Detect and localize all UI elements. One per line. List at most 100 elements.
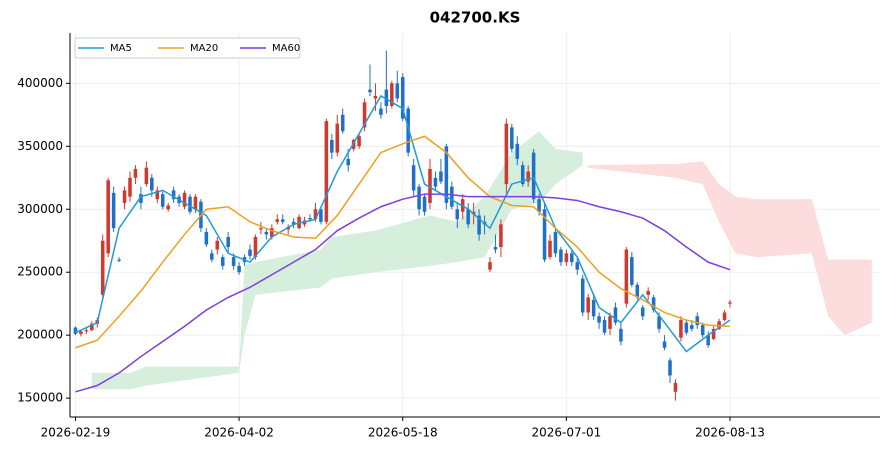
- candle-body: [679, 320, 683, 338]
- candle-body: [504, 123, 509, 185]
- candle-body: [280, 219, 285, 222]
- candle-body: [597, 316, 601, 323]
- x-tick-label: 2026-05-18: [368, 426, 438, 440]
- x-tick-label: 2026-02-19: [41, 426, 111, 440]
- candle-body: [231, 257, 236, 266]
- cloud: [91, 131, 583, 390]
- candle-body: [188, 196, 192, 212]
- candle-body: [144, 167, 149, 185]
- candle-body: [695, 316, 700, 326]
- candle-body: [264, 231, 269, 235]
- candle-body: [357, 136, 361, 147]
- candle-body: [520, 165, 525, 185]
- candle-body: [193, 196, 198, 210]
- candle-body: [553, 231, 558, 254]
- candle-body: [248, 249, 252, 256]
- candle-body: [444, 146, 449, 203]
- ma-line: [75, 193, 731, 393]
- candle-body: [226, 236, 230, 248]
- candle-body: [499, 224, 503, 248]
- candle-body: [111, 192, 116, 229]
- legend-label: MA5: [110, 43, 132, 54]
- candle-body: [117, 259, 121, 261]
- candle-body: [548, 240, 552, 258]
- candle-body: [591, 299, 596, 317]
- candle-body: [379, 108, 383, 115]
- candle-body: [406, 108, 410, 153]
- candle-body: [128, 177, 132, 197]
- candle-body: [139, 194, 143, 203]
- candle-body: [488, 262, 492, 270]
- candle-body: [330, 140, 334, 153]
- candle-body: [706, 335, 710, 346]
- candle-body: [477, 215, 481, 235]
- candle-body: [324, 121, 329, 222]
- candle-body: [308, 218, 312, 220]
- x-tick-label: 2026-04-02: [204, 426, 274, 440]
- candle-body: [575, 262, 580, 270]
- candle-body: [531, 152, 536, 200]
- candle-body: [210, 253, 214, 260]
- candle-body: [313, 209, 318, 220]
- candle-body: [400, 77, 405, 119]
- candle-body: [673, 383, 678, 392]
- candle-body: [79, 331, 83, 334]
- ma-line: [75, 94, 731, 353]
- candle-body: [73, 327, 78, 334]
- candle-body: [150, 177, 154, 191]
- candle-body: [537, 199, 541, 212]
- candle-body: [722, 312, 727, 321]
- candle-body: [635, 284, 640, 298]
- y-tick-label: 150000: [17, 391, 63, 405]
- candle-body: [237, 265, 241, 273]
- candle-body: [613, 307, 618, 323]
- candle-body: [690, 325, 694, 329]
- candle-body: [433, 177, 438, 187]
- candle-body: [395, 83, 400, 99]
- candle-body: [570, 253, 574, 263]
- candle-body: [651, 297, 656, 310]
- candle-body: [417, 186, 421, 210]
- candle-body: [411, 165, 416, 191]
- candle-body: [602, 320, 607, 333]
- candle-body: [515, 143, 520, 159]
- candle-body: [270, 228, 274, 237]
- candle-body: [215, 240, 220, 250]
- candle-body: [122, 190, 127, 203]
- candle-body: [384, 89, 389, 107]
- candle-body: [335, 123, 340, 153]
- candle-body: [390, 83, 394, 107]
- candle-body: [711, 328, 716, 339]
- candle-body: [422, 196, 427, 212]
- legend-box: [74, 37, 301, 59]
- candle-body: [133, 168, 138, 178]
- candle-body: [455, 209, 460, 220]
- candle-body: [373, 95, 378, 99]
- candle-body: [450, 186, 454, 207]
- candle-body: [319, 209, 323, 222]
- candle-body: [84, 330, 89, 332]
- candle-body: [362, 102, 367, 128]
- candle-body: [510, 127, 514, 149]
- candle-body: [368, 89, 372, 93]
- candle-body: [291, 221, 296, 225]
- candle-body: [166, 205, 170, 210]
- candle-body: [346, 158, 350, 166]
- candle-body: [253, 236, 258, 258]
- candle-body: [275, 219, 280, 222]
- candle-body: [657, 316, 661, 329]
- candle-body: [182, 192, 187, 207]
- y-tick-label: 400000: [17, 76, 63, 90]
- candle-body: [204, 231, 209, 245]
- candle-body: [160, 194, 165, 207]
- chart-title: 042700.KS: [430, 9, 521, 27]
- candle-body: [684, 322, 689, 333]
- candle-body: [728, 302, 732, 304]
- candle-body: [580, 278, 585, 313]
- candle-body: [608, 316, 612, 329]
- candle-body: [155, 190, 160, 200]
- x-tick-label: 2026-08-13: [695, 426, 765, 440]
- legend-label: MA20: [190, 43, 218, 54]
- candle-body: [220, 257, 225, 266]
